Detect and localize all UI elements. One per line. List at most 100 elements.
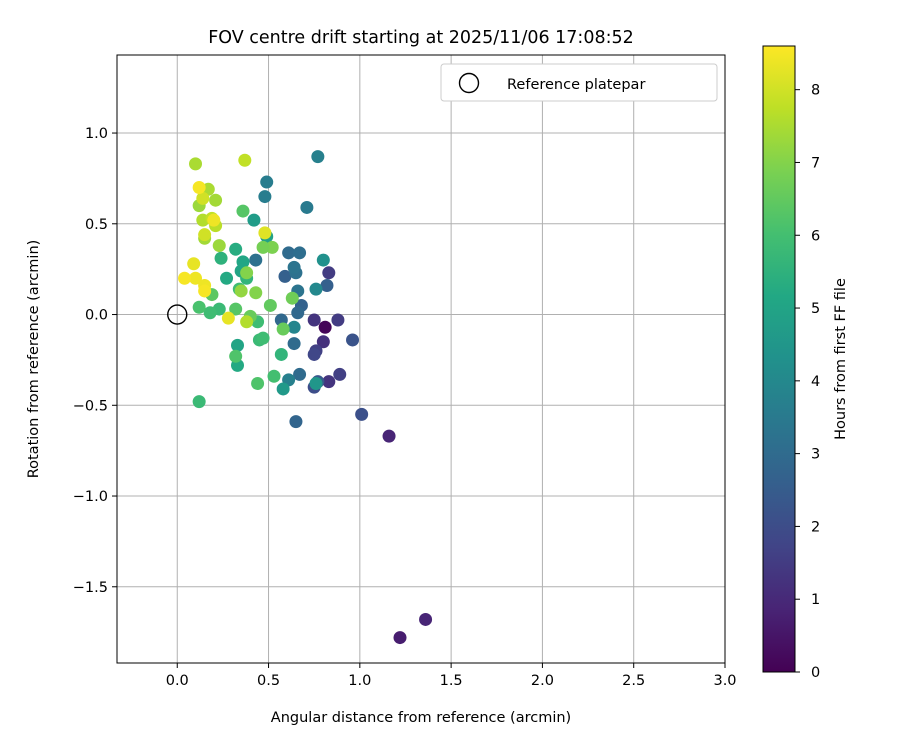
data-point (318, 320, 332, 334)
data-point (221, 311, 235, 325)
reference-platepar-marker (167, 304, 188, 325)
colorbar-tick-label: 1 (811, 592, 820, 608)
data-point (263, 298, 277, 312)
x-axis-label: Angular distance from reference (arcmin) (271, 710, 571, 726)
data-point (231, 338, 245, 352)
data-point (207, 213, 221, 227)
data-point (265, 240, 279, 254)
data-point (346, 333, 360, 347)
reference-layer (167, 304, 188, 325)
y-tick-label: 1.0 (85, 126, 108, 142)
y-tick-label: −1.5 (73, 580, 108, 596)
data-point (187, 257, 201, 271)
data-point (189, 157, 203, 171)
data-point (260, 175, 274, 189)
colorbar-tick-label: 5 (811, 301, 820, 317)
data-point (192, 180, 206, 194)
data-point (293, 246, 307, 260)
data-point (278, 269, 292, 283)
data-point (238, 153, 252, 167)
data-point (276, 382, 290, 396)
legend-box (440, 63, 718, 102)
colorbar-gradient (763, 46, 795, 672)
data-point (240, 266, 254, 280)
data-point (258, 190, 272, 204)
data-point (220, 271, 234, 285)
x-axis-ticks: 0.0 0.5 1.0 1.5 2.0 2.5 3.0 (166, 663, 737, 689)
data-point (256, 240, 270, 254)
data-point (203, 306, 217, 320)
data-point (249, 286, 263, 300)
plot-frame (116, 54, 726, 664)
colorbar-tick-label: 0 (811, 665, 820, 681)
data-point (382, 429, 396, 443)
y-tick-label: 0.5 (85, 217, 108, 233)
data-point (212, 239, 226, 253)
data-point (322, 375, 336, 389)
data-point (256, 331, 270, 345)
data-point (320, 278, 334, 292)
data-point (287, 337, 301, 351)
grid (117, 55, 726, 663)
data-point (285, 291, 299, 305)
colorbar-tick-label: 4 (811, 374, 820, 390)
data-point (247, 213, 261, 227)
y-tick-label: −0.5 (73, 398, 108, 414)
x-tick-label: 2.5 (622, 673, 645, 689)
data-point (196, 191, 210, 205)
data-point (234, 284, 248, 298)
data-point (249, 253, 263, 267)
data-point (307, 313, 321, 327)
data-point (311, 150, 325, 164)
data-point (316, 253, 330, 267)
data-point (267, 369, 281, 383)
plot-background (117, 55, 725, 663)
legend-label: Reference platepar (507, 77, 645, 93)
data-point (236, 255, 250, 269)
data-point (198, 228, 212, 242)
data-point (229, 302, 243, 316)
colorbar-tick-label: 2 (811, 519, 820, 535)
data-point (316, 335, 330, 349)
data-point (289, 415, 303, 429)
data-point (419, 612, 433, 626)
data-point (307, 347, 321, 361)
data-points (178, 150, 433, 645)
data-point (178, 271, 192, 285)
colorbar-tick-label: 7 (811, 155, 820, 171)
data-point (229, 349, 243, 363)
data-point (214, 251, 228, 265)
legend: Reference platepar (440, 63, 718, 102)
data-point (236, 204, 250, 218)
data-point (198, 284, 212, 298)
data-point (209, 193, 223, 207)
data-point (355, 407, 369, 421)
x-tick-label: 0.5 (257, 673, 280, 689)
x-tick-label: 1.5 (440, 673, 463, 689)
x-tick-label: 2.0 (531, 673, 554, 689)
data-point (309, 282, 323, 296)
data-point (282, 246, 296, 260)
x-tick-label: 0.0 (166, 673, 189, 689)
data-point (309, 377, 323, 391)
data-point (192, 300, 206, 314)
data-point (291, 306, 305, 320)
data-point (287, 320, 301, 334)
data-point (322, 266, 336, 280)
x-tick-label: 1.0 (348, 673, 371, 689)
y-tick-label: 0.0 (85, 308, 108, 324)
data-point (189, 271, 203, 285)
colorbar-tick-label: 6 (811, 228, 820, 244)
legend-marker-icon (458, 72, 480, 94)
data-point (333, 367, 347, 381)
colorbar-ticks: 0 1 2 3 4 5 6 7 8 (795, 83, 820, 681)
y-tick-label: −1.0 (73, 489, 108, 505)
colorbar-tick-label: 3 (811, 447, 820, 463)
y-axis-ticks: −1.5 −1.0 −0.5 0.0 0.5 1.0 (73, 126, 117, 596)
data-point (229, 242, 243, 256)
data-point (331, 313, 345, 327)
data-point (287, 260, 301, 274)
data-point (192, 395, 206, 409)
chart-title: FOV centre drift starting at 2025/11/06 … (208, 28, 634, 48)
